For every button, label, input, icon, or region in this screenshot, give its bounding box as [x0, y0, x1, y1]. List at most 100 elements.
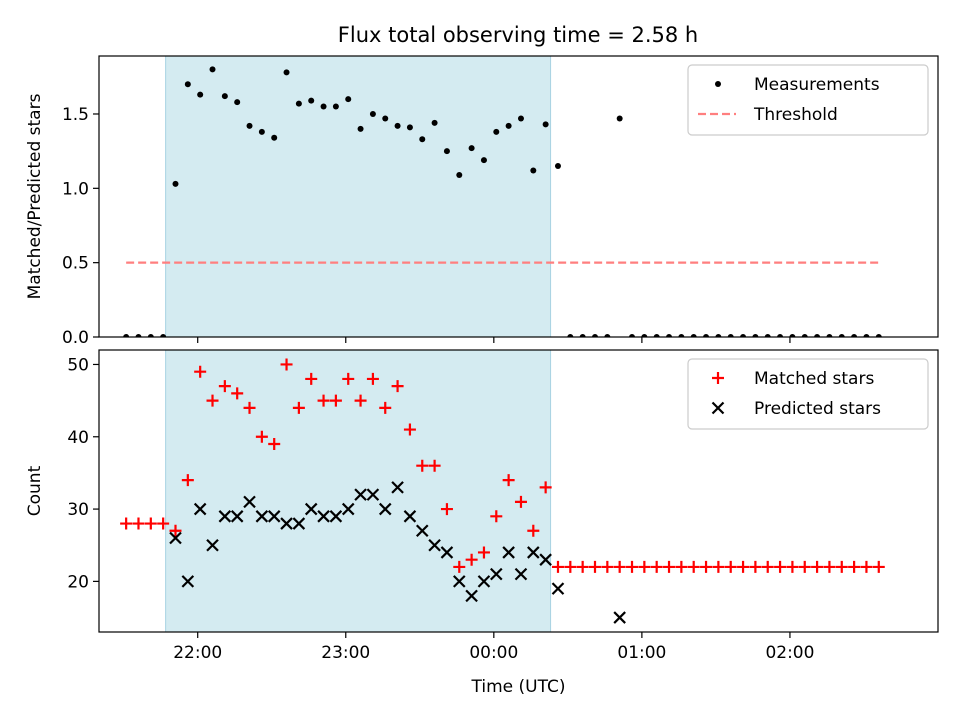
measurement-point: [616, 115, 623, 122]
measurement-point: [357, 125, 364, 132]
matched-point: [601, 560, 614, 573]
matched-point: [157, 517, 170, 530]
measurement-point: [394, 122, 401, 129]
matched-point: [403, 423, 416, 436]
measurement-point: [419, 136, 426, 143]
ratio-panel: 0.0 0.5 1.0 1.5 Matched/Predicted stars Measu…: [25, 55, 939, 348]
matched-point: [514, 495, 527, 508]
matched-point: [218, 380, 231, 393]
measurement-point: [567, 334, 574, 337]
matched-point: [811, 560, 824, 573]
predicted-point: [230, 510, 244, 523]
measurement-point: [468, 145, 475, 152]
measurement-point: [517, 115, 524, 122]
measurement-point: [838, 334, 845, 337]
observing-span: [165, 55, 552, 338]
measurement-point: [123, 334, 130, 337]
predicted-point: [514, 567, 528, 581]
predicted-point: [169, 531, 182, 545]
matched-point: [255, 430, 268, 443]
measurement-point: [826, 334, 833, 337]
predicted-point: [218, 510, 232, 523]
matched-point: [453, 560, 466, 573]
matched-point: [712, 560, 725, 573]
predicted-point: [490, 567, 503, 581]
matched-point: [539, 481, 552, 494]
matched-point: [317, 394, 330, 407]
x-tick-label: 01:00: [617, 643, 666, 663]
measurement-point: [443, 148, 450, 155]
matched-point: [366, 372, 379, 385]
matched-point: [774, 560, 787, 573]
measurement-point: [851, 334, 858, 337]
matched-point: [527, 524, 540, 537]
measurement-point: [715, 334, 722, 337]
predicted-point: [477, 575, 491, 588]
measurement-point: [271, 134, 278, 141]
matched-point: [650, 560, 663, 573]
matched-point: [737, 560, 750, 573]
chart-title: Flux total observing time = 2.58 h: [338, 23, 698, 47]
measurement-point: [221, 93, 228, 100]
matched-point: [823, 560, 836, 573]
measurement-point: [554, 163, 561, 170]
predicted-point: [292, 517, 306, 530]
matched-point: [749, 560, 762, 573]
measurement-point: [591, 334, 598, 337]
matched-point: [206, 394, 219, 407]
measurement-point: [345, 96, 352, 103]
matched-point: [626, 560, 639, 573]
predicted-point: [378, 502, 392, 516]
matched-point: [194, 365, 207, 378]
matched-point: [724, 560, 737, 573]
plot-frame: [98, 349, 939, 633]
predicted-point: [539, 553, 552, 566]
measurement-point: [456, 171, 463, 178]
predicted-point: [181, 575, 195, 588]
matched-point: [280, 358, 293, 371]
matched-point: [588, 560, 601, 573]
x-axis-label: Time (UTC): [471, 677, 566, 697]
matched-point: [576, 560, 589, 573]
matched-point: [144, 517, 157, 530]
measurement-point: [814, 334, 821, 337]
matched-point: [502, 474, 515, 487]
matched-point: [638, 560, 651, 573]
matched-point: [477, 546, 490, 559]
matched-point: [305, 372, 318, 385]
markers: [123, 66, 882, 337]
measurement-point: [863, 334, 870, 337]
legend-label: Predicted stars: [754, 399, 881, 419]
measurement-point: [727, 334, 734, 337]
measurement-point: [740, 334, 747, 337]
measurement-point: [172, 180, 179, 187]
markers: [120, 358, 885, 624]
x-tick-label: 23:00: [321, 643, 370, 663]
measurement-point: [184, 81, 191, 88]
x-tick-label: 00:00: [469, 643, 518, 663]
matched-point: [354, 394, 367, 407]
predicted-point: [206, 538, 219, 552]
predicted-point: [329, 510, 343, 523]
measurement-point: [246, 122, 253, 129]
legend-predicted-swatch: [711, 401, 725, 415]
measurement-point: [801, 334, 808, 337]
matched-point: [120, 517, 133, 530]
matched-point: [786, 560, 799, 573]
predicted-point: [255, 510, 269, 523]
matched-point: [379, 401, 392, 414]
measurement-point: [703, 334, 710, 337]
predicted-point: [613, 611, 626, 624]
measurement-point: [258, 128, 265, 135]
matched-point: [231, 387, 244, 400]
predicted-point: [391, 481, 404, 494]
measurement-point: [493, 128, 500, 135]
y-tick-label: 40: [67, 428, 89, 448]
y-axis-label: Matched/Predicted stars: [25, 93, 45, 299]
legend-measurement-swatch: [715, 81, 721, 87]
matched-point: [860, 560, 873, 573]
predicted-point: [354, 488, 367, 501]
predicted-point: [465, 589, 478, 603]
measurement-point: [197, 91, 204, 98]
matched-point: [551, 560, 564, 573]
